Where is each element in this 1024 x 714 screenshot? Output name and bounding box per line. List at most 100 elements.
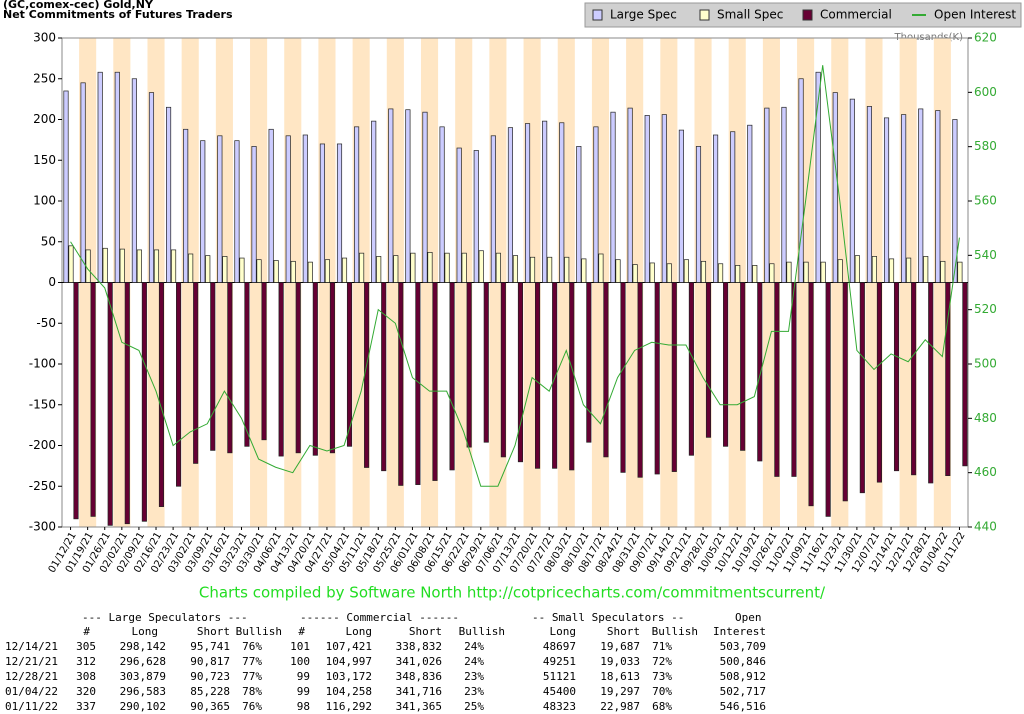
- table-cell: 51121: [543, 670, 576, 683]
- bar: [473, 150, 479, 283]
- bar: [336, 143, 343, 283]
- legend-swatch: [802, 9, 813, 21]
- bar: [483, 282, 489, 443]
- table-cell: 99: [297, 685, 310, 698]
- y-tick-label: 150: [33, 153, 56, 167]
- credit: Charts compiled by Software North http:/…: [199, 584, 826, 602]
- y2-tick-label: 440: [974, 520, 997, 534]
- bar: [769, 263, 775, 283]
- bar: [261, 282, 267, 441]
- bar: [63, 90, 69, 283]
- bar: [427, 251, 433, 283]
- bar: [962, 282, 968, 467]
- bar: [432, 282, 438, 481]
- legend-label: Large Spec: [610, 8, 677, 22]
- y-tick-label: -150: [29, 397, 56, 411]
- table-header: Long: [550, 625, 577, 638]
- table-header: #: [298, 625, 305, 638]
- table-cell: 337: [76, 700, 96, 713]
- table-cell: 12/14/21: [5, 640, 58, 653]
- bar: [598, 253, 604, 283]
- table-cell: 76%: [242, 700, 262, 713]
- table-cell: 99: [297, 670, 310, 683]
- table-cell: 49251: [543, 655, 576, 668]
- y2-tick-label: 580: [974, 139, 997, 153]
- bar: [456, 147, 462, 283]
- bar: [183, 128, 189, 283]
- bar: [107, 282, 113, 526]
- table-cell: 76%: [242, 640, 262, 653]
- y2-tick-label: 540: [974, 248, 997, 262]
- bar: [627, 107, 633, 283]
- table-cell: 341,026: [396, 655, 442, 668]
- bar: [940, 260, 946, 283]
- bar: [842, 282, 848, 502]
- bar: [576, 146, 582, 283]
- bar: [359, 252, 365, 283]
- table-cell: 19,687: [600, 640, 640, 653]
- table-cell: 68%: [652, 700, 672, 713]
- chart-title: (GC,comex-cec) Gold,NY: [3, 0, 154, 11]
- y-tick-label: 0: [48, 275, 56, 289]
- bar: [251, 146, 257, 283]
- table-cell: 24%: [464, 655, 484, 668]
- bar: [854, 255, 860, 283]
- bar: [85, 249, 91, 283]
- bar: [302, 134, 308, 283]
- bar: [68, 245, 74, 283]
- y2-tick-label: 460: [974, 465, 997, 479]
- table-header: Open: [735, 611, 762, 624]
- bar: [285, 135, 291, 283]
- table-cell: 290,102: [120, 700, 166, 713]
- table-header: Short: [197, 625, 230, 638]
- table-cell: 98: [297, 700, 310, 713]
- bar: [500, 282, 506, 458]
- table-cell: 296,628: [120, 655, 166, 668]
- bar: [678, 129, 684, 283]
- table-cell: 546,516: [720, 700, 766, 713]
- legend-label: Commercial: [820, 8, 892, 22]
- bar: [808, 282, 814, 507]
- bar: [620, 282, 626, 473]
- table-cell: 90,365: [190, 700, 230, 713]
- bar: [644, 115, 650, 283]
- bar: [268, 128, 274, 283]
- bar: [928, 282, 934, 484]
- bar: [705, 282, 712, 438]
- bar: [581, 258, 587, 283]
- table-header: ------ Commercial ------: [300, 611, 459, 624]
- legend-label: Open Interest: [934, 8, 1016, 22]
- bar: [649, 262, 655, 283]
- table-cell: 01/04/22: [5, 685, 58, 698]
- table-header: Bullish: [652, 625, 698, 638]
- legend-swatch: [699, 9, 710, 21]
- legend-swatch: [592, 9, 603, 21]
- bar: [906, 257, 912, 283]
- bar: [534, 282, 541, 469]
- bar: [490, 135, 496, 283]
- y-tick-label: -200: [29, 438, 56, 452]
- bar: [569, 282, 575, 471]
- bar: [222, 256, 228, 283]
- table-cell: 308: [76, 670, 96, 683]
- table-header: -- Small Speculators --: [532, 611, 684, 624]
- bar: [529, 256, 536, 283]
- table-cell: 22,987: [600, 700, 640, 713]
- y-tick-label: 250: [33, 71, 56, 85]
- chart-subtitle: Net Commitments of Futures Traders: [3, 8, 233, 21]
- table-cell: 104,997: [326, 655, 372, 668]
- bar: [923, 256, 929, 283]
- bar: [764, 107, 770, 283]
- bar: [439, 126, 445, 283]
- bar: [542, 120, 548, 283]
- table-header: Long: [132, 625, 159, 638]
- y-tick-label: -50: [36, 316, 56, 330]
- table-cell: 104,258: [326, 685, 372, 698]
- legend-label: Small Spec: [717, 8, 783, 22]
- bar: [312, 282, 318, 456]
- bar: [713, 134, 719, 283]
- y-tick-label: 300: [33, 31, 56, 45]
- bar: [341, 257, 348, 283]
- bar: [256, 259, 262, 283]
- bar: [278, 282, 284, 457]
